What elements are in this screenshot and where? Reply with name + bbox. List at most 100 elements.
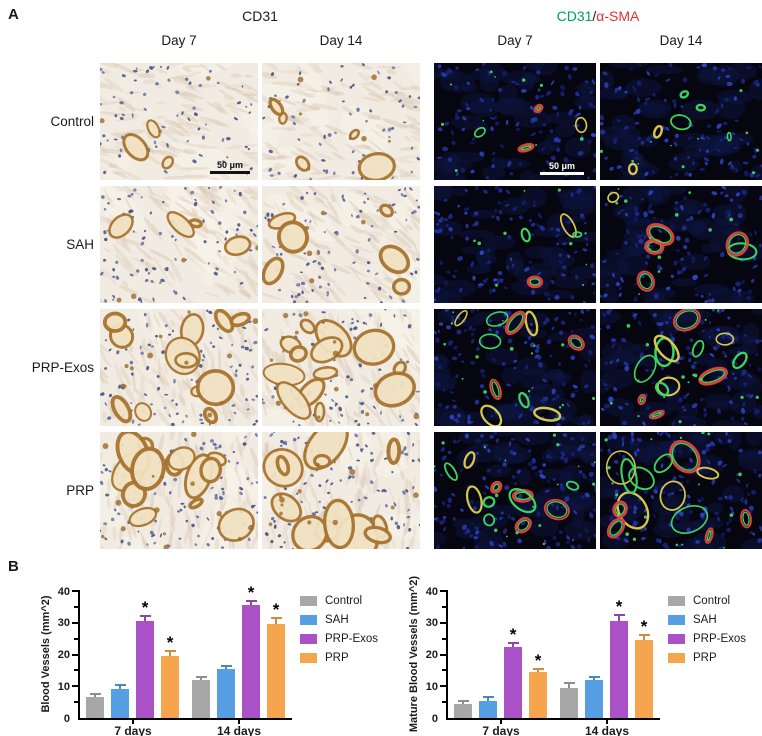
y-tick-mark — [72, 685, 80, 688]
sig-asterisk: * — [640, 617, 648, 637]
error-bar-cap — [563, 682, 575, 685]
micrograph-if-control-day14 — [600, 63, 762, 180]
error-bar-cap — [114, 684, 126, 687]
legend-label: PRP — [693, 652, 717, 664]
legend-swatch — [668, 615, 685, 625]
error-bar-cap — [89, 693, 101, 696]
x-tick-label: 7 days — [114, 724, 152, 736]
error-bar-stem — [462, 701, 464, 704]
y-tick-label: 20 — [57, 649, 70, 661]
if-title-asma: α-SMA — [596, 8, 640, 24]
row-label-sah: SAH — [66, 237, 94, 252]
error-bar-cap — [507, 642, 519, 645]
column-label-ihc-day7: Day 7 — [161, 33, 197, 48]
x-tick-mark — [606, 719, 608, 724]
legend-item-prp-exos: PRP-Exos — [300, 633, 378, 645]
error-bar-cap — [220, 664, 232, 667]
x-tick-mark — [132, 719, 134, 724]
legend-item-control: Control — [668, 595, 746, 607]
micrograph-if-prp-exos-day14 — [600, 309, 762, 426]
micrograph-texture — [434, 63, 596, 180]
plot-area: 0 10 20 30 40 7 days * * 14 days * * — [426, 586, 660, 736]
ihc-stain-title: CD31 — [242, 8, 278, 24]
micrograph-if-control-day7: 50 μm — [434, 63, 596, 180]
micrograph-texture — [262, 309, 420, 426]
micrograph-ihc-prp-exos-day7 — [100, 309, 258, 426]
error-bar-stem — [250, 600, 252, 606]
chart-mature-blood-vessels: Mature Blood Vessels (mm^2) 0 10 20 30 40 7 d… — [398, 576, 758, 736]
legend-item-prp: PRP — [300, 652, 378, 664]
micrograph-if-sah-day14 — [600, 186, 762, 303]
scale-bar-if-line — [540, 172, 584, 175]
micrograph-ihc-sah-day7 — [100, 186, 258, 303]
micrograph-texture — [262, 63, 420, 180]
if-stain-title: CD31/α-SMA — [557, 8, 640, 24]
legend-swatch — [668, 596, 685, 606]
error-bar-stem — [94, 694, 96, 698]
error-bar-stem — [119, 685, 121, 690]
bar-prp-exos-7days — [504, 646, 522, 718]
legend-item-prp-exos: PRP-Exos — [668, 633, 746, 645]
micrograph-ihc-sah-day14 — [262, 186, 420, 303]
legend-swatch — [300, 596, 317, 606]
column-label-ihc-day14: Day 14 — [319, 33, 363, 48]
error-bar-cap — [638, 634, 650, 637]
micrograph-if-prp-day7 — [434, 432, 596, 549]
legend-label: SAH — [693, 614, 717, 626]
micrograph-texture — [600, 186, 762, 303]
sig-asterisk: * — [166, 633, 174, 653]
micrograph-texture — [100, 186, 258, 303]
legend-label: PRP — [325, 652, 349, 664]
y-tick-label: 40 — [425, 585, 438, 598]
y-tick-label: 30 — [57, 617, 70, 630]
column-label-if-day7: Day 7 — [497, 33, 533, 48]
bar-prp-exos-14days — [242, 605, 260, 718]
error-bar-cap — [482, 695, 494, 698]
micrograph-texture — [100, 309, 258, 426]
micrograph-ihc-prp-day14 — [262, 432, 420, 549]
error-bar-stem — [568, 683, 570, 688]
micrograph-texture — [262, 432, 420, 549]
legend-swatch — [300, 653, 317, 663]
sig-asterisk: * — [534, 650, 542, 670]
bar-prp-14days — [267, 624, 285, 718]
bar-control-7days — [86, 697, 104, 718]
sig-asterisk: * — [509, 625, 517, 645]
y-tick-mark — [72, 590, 80, 592]
bar-prp-7days — [161, 656, 179, 718]
sig-asterisk: * — [615, 596, 623, 616]
y-minor-tick-mark — [442, 637, 448, 640]
bar-control-14days — [192, 679, 210, 718]
x-tick-label: 14 days — [584, 724, 630, 736]
legend-swatch — [300, 615, 317, 625]
legend-swatch — [300, 634, 317, 644]
y-tick-label: 40 — [57, 585, 70, 598]
error-bar-stem — [537, 668, 539, 672]
row-label-prp-exos: PRP-Exos — [31, 360, 94, 375]
legend-item-sah: SAH — [668, 614, 746, 626]
y-tick-label: 10 — [57, 680, 70, 693]
y-tick-label: 30 — [425, 617, 438, 630]
legend-swatch — [668, 653, 685, 663]
bar-sah-7days — [479, 700, 497, 718]
y-tick-mark — [440, 653, 448, 656]
sig-asterisk: * — [272, 600, 280, 619]
y-minor-tick-mark — [442, 701, 448, 704]
y-minor-tick-mark — [442, 605, 448, 608]
scale-bar-if-label: 50 μm — [548, 161, 576, 171]
y-tick-label: 10 — [425, 680, 438, 693]
micrograph-texture — [434, 432, 596, 549]
micrograph-texture — [100, 432, 258, 549]
micrograph-ihc-prp-day7 — [100, 432, 258, 549]
chart-blood-vessels: Blood Vessels (mm^2) 0 10 20 30 40 7 days * * 14… — [30, 584, 390, 736]
scale-bar-if: 50 μm — [540, 161, 584, 175]
micrograph-if-prp-day14 — [600, 432, 762, 549]
error-bar-stem — [200, 677, 202, 680]
scale-bar-ihc-line — [210, 171, 250, 174]
bar-prp-14days — [635, 640, 653, 718]
error-bar-stem — [618, 614, 620, 622]
x-tick-label: 7 days — [482, 724, 520, 736]
bar-prp-7days — [529, 671, 547, 718]
legend-label: PRP-Exos — [325, 633, 379, 645]
